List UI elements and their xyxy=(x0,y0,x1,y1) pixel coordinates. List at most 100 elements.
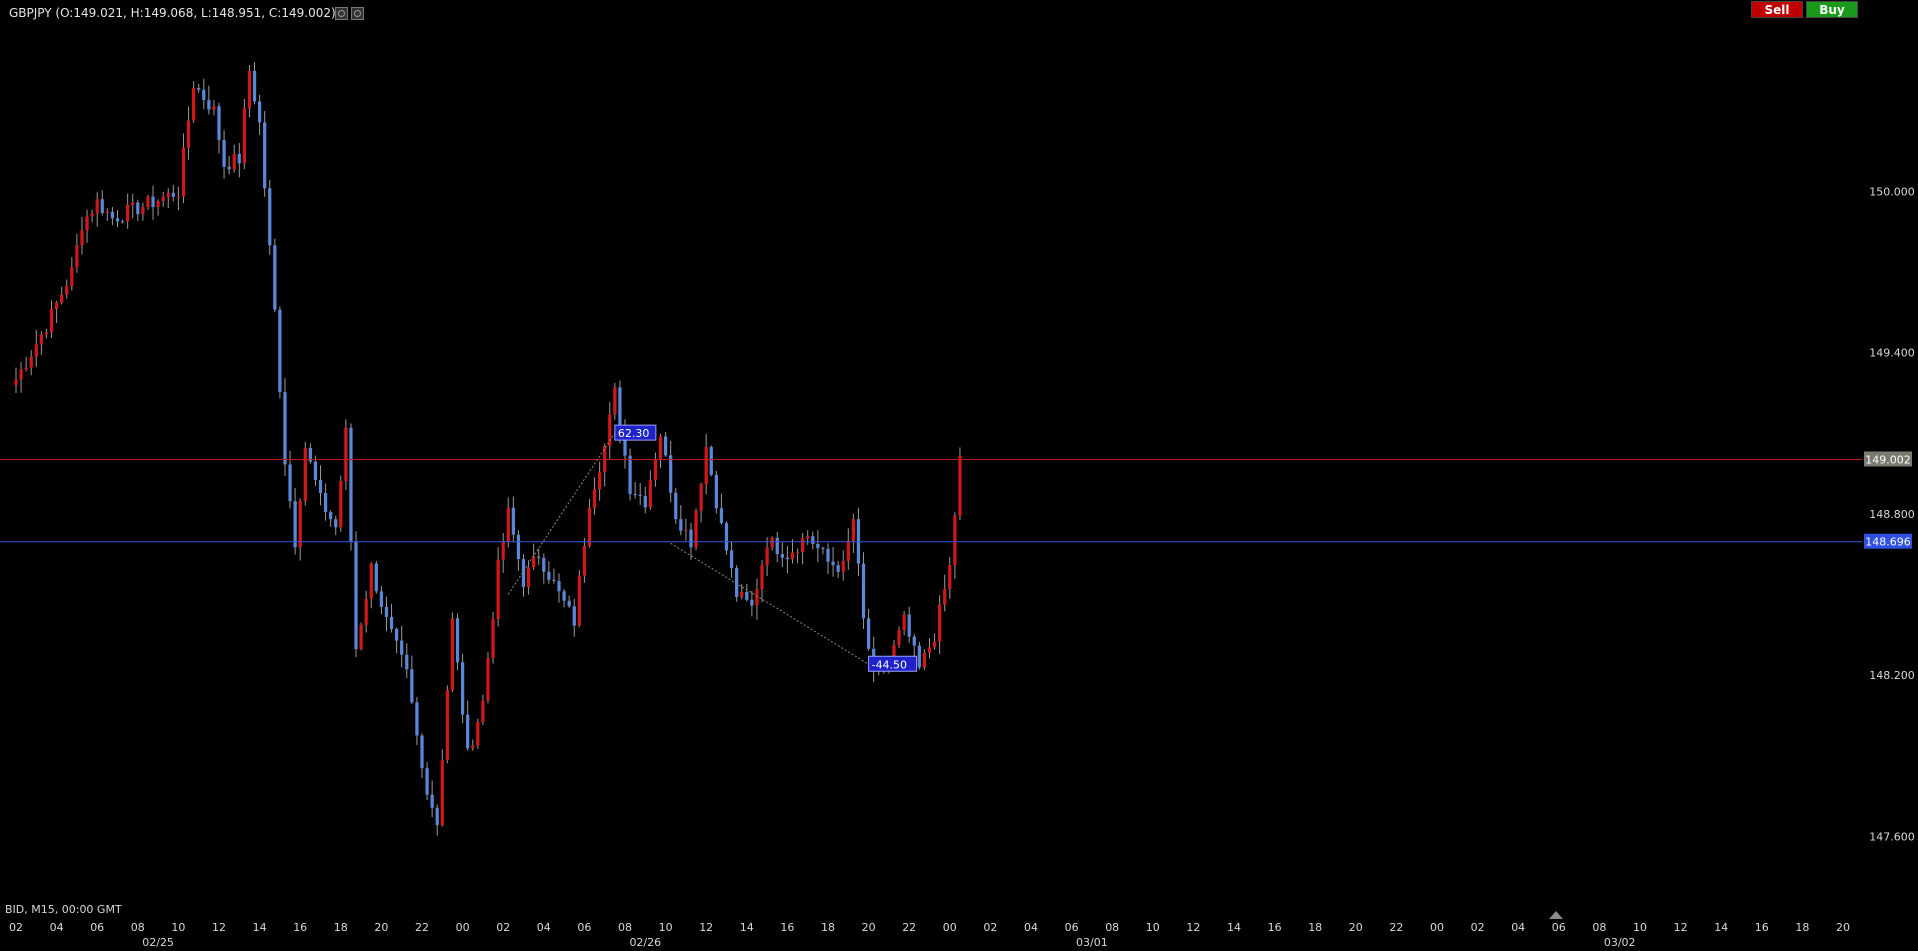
candle xyxy=(400,625,404,668)
x-tick-label: 22 xyxy=(902,921,916,934)
candle xyxy=(466,700,470,751)
candle-body xyxy=(263,122,267,189)
x-tick-label: 14 xyxy=(253,921,267,934)
candle-body xyxy=(516,534,521,560)
candle-body xyxy=(14,379,18,385)
candle xyxy=(562,588,566,608)
scroll-marker-icon[interactable] xyxy=(1549,911,1563,919)
candle xyxy=(379,585,384,615)
candle xyxy=(349,423,353,551)
candle xyxy=(298,498,302,561)
candle xyxy=(943,574,947,612)
measure-label: 62.30 xyxy=(614,424,657,441)
candle xyxy=(521,554,526,597)
candle-body xyxy=(501,541,505,560)
y-tick-label: 148.800 xyxy=(1869,508,1915,521)
candle-body xyxy=(349,427,353,542)
candle xyxy=(192,81,196,123)
candle xyxy=(293,488,297,555)
sell-button[interactable]: Sell xyxy=(1751,1,1803,18)
candle xyxy=(374,560,378,594)
measure-label-text: -44.50 xyxy=(872,658,907,671)
x-tick-label: 10 xyxy=(171,921,185,934)
candle-body xyxy=(648,480,652,508)
candle xyxy=(318,465,323,506)
candle-body xyxy=(445,690,449,761)
candle xyxy=(821,546,825,555)
candle-body xyxy=(623,429,627,456)
candle-body xyxy=(75,245,79,268)
candle-body xyxy=(120,221,125,223)
candle-body xyxy=(329,512,333,520)
x-tick-label: 04 xyxy=(1024,921,1038,934)
chart-options-icon[interactable] xyxy=(351,7,364,20)
x-tick-label: 04 xyxy=(537,921,551,934)
x-tick-label: 00 xyxy=(943,921,957,934)
candle xyxy=(663,431,668,457)
y-tick-label: 148.200 xyxy=(1869,669,1915,682)
candle xyxy=(729,541,734,578)
candle xyxy=(354,531,358,658)
x-tick-label: 14 xyxy=(1714,921,1728,934)
x-tick-label: 18 xyxy=(821,921,835,934)
candle xyxy=(303,442,307,506)
candle-body xyxy=(958,455,962,516)
candle-body xyxy=(105,211,109,213)
x-tick-label: 12 xyxy=(1186,921,1200,934)
candle-body xyxy=(481,700,485,723)
candle xyxy=(420,733,424,778)
candle-body xyxy=(562,591,566,601)
candle-body xyxy=(663,436,668,456)
candle-body xyxy=(633,494,637,496)
candle-body xyxy=(745,591,749,600)
candle-body xyxy=(34,344,38,357)
candle xyxy=(917,641,921,670)
candle-body xyxy=(308,447,312,462)
x-tick-label: 08 xyxy=(1105,921,1119,934)
current-price-tag: 149.002 xyxy=(1864,451,1912,467)
candle-body xyxy=(232,153,236,170)
date-label: 02/25 xyxy=(142,936,174,949)
x-tick-label: 08 xyxy=(131,921,145,934)
candle-body xyxy=(273,245,277,310)
candle xyxy=(709,445,713,477)
candle-body xyxy=(841,561,845,572)
candle xyxy=(826,543,830,575)
candle-body xyxy=(313,461,318,481)
candle xyxy=(85,209,89,243)
candle-body xyxy=(836,565,840,572)
candle xyxy=(496,547,500,627)
candle-body xyxy=(405,654,409,670)
trendlines-layer: 62.30 -44.50 xyxy=(507,424,918,672)
trendline-down xyxy=(670,542,869,665)
candle xyxy=(329,510,333,527)
candle-body xyxy=(430,794,434,808)
measure-label: -44.50 xyxy=(868,655,918,672)
candle xyxy=(542,553,546,584)
candle xyxy=(648,470,652,510)
candle-body xyxy=(141,206,145,215)
candle-body xyxy=(389,616,394,629)
candle xyxy=(65,279,69,299)
buy-button[interactable]: Buy xyxy=(1806,1,1858,18)
candle xyxy=(430,780,434,818)
candle xyxy=(171,184,175,202)
x-tick-label: 16 xyxy=(293,921,307,934)
candle xyxy=(242,98,246,170)
candle xyxy=(572,598,576,637)
candle xyxy=(136,199,140,221)
candle-body xyxy=(618,387,622,430)
candle xyxy=(481,694,485,725)
candle xyxy=(658,433,663,469)
candle xyxy=(75,233,79,273)
candle-body xyxy=(151,196,155,208)
candle xyxy=(237,143,241,178)
candle xyxy=(841,550,845,581)
candle-body xyxy=(709,446,713,475)
candle xyxy=(445,685,449,764)
candle-body xyxy=(400,640,404,655)
x-tick-label: 10 xyxy=(659,921,673,934)
chart-settings-icon[interactable] xyxy=(335,7,348,20)
candle xyxy=(684,518,688,541)
